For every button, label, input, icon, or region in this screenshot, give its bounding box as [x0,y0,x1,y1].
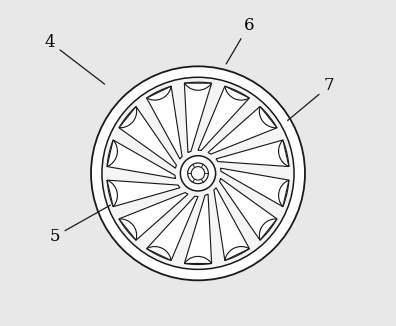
Polygon shape [107,140,175,179]
Circle shape [191,167,205,180]
Polygon shape [147,196,198,260]
Polygon shape [107,180,118,207]
Polygon shape [225,246,249,260]
Polygon shape [198,86,249,151]
Polygon shape [220,178,277,240]
Polygon shape [259,107,277,128]
Polygon shape [216,140,289,167]
Polygon shape [147,86,182,159]
Polygon shape [185,194,211,264]
Circle shape [188,163,208,184]
Polygon shape [107,180,180,207]
Text: 7: 7 [287,77,335,121]
Text: 4: 4 [44,34,105,84]
Circle shape [180,156,216,191]
Polygon shape [278,180,289,207]
Polygon shape [147,246,171,260]
Polygon shape [185,83,211,90]
Text: 6: 6 [226,17,254,64]
Circle shape [91,67,305,280]
Polygon shape [119,219,137,240]
Polygon shape [107,140,118,167]
Polygon shape [278,140,289,167]
Polygon shape [119,193,188,240]
Text: 5: 5 [49,205,110,245]
Circle shape [102,77,294,269]
Polygon shape [119,107,176,168]
Polygon shape [221,168,289,207]
Polygon shape [208,107,277,154]
Polygon shape [259,219,277,240]
Polygon shape [185,257,211,263]
Polygon shape [214,188,249,260]
Polygon shape [147,86,171,100]
Polygon shape [225,86,249,100]
Polygon shape [185,82,211,153]
Polygon shape [119,107,137,128]
